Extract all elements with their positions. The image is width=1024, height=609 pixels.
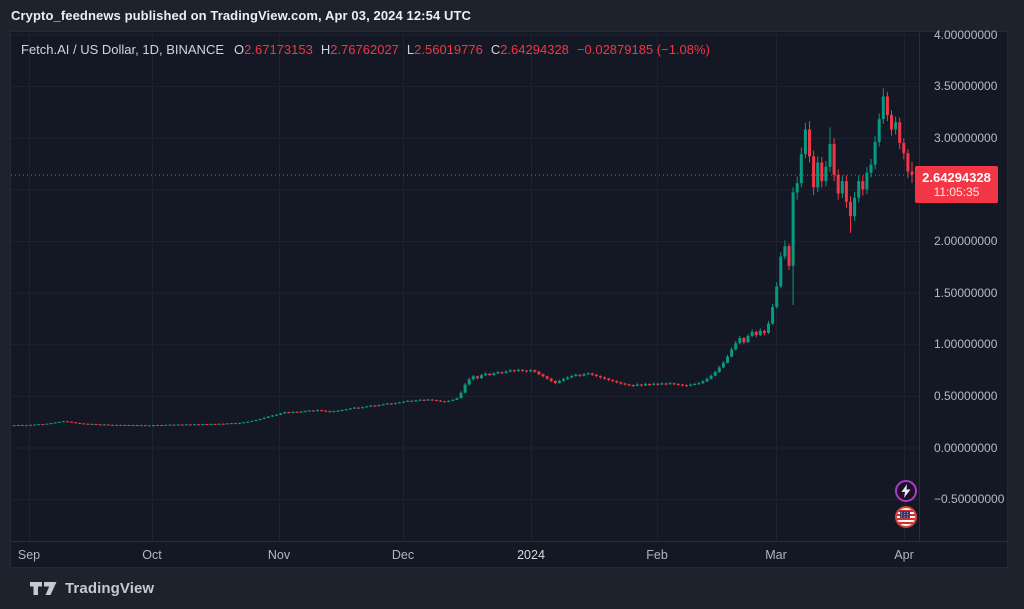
- candlestick-svg: [11, 32, 919, 541]
- bar-countdown: 11:05:35: [933, 185, 980, 199]
- tradingview-logo-icon: [30, 581, 57, 595]
- time-scale-month-label: Feb: [646, 548, 668, 562]
- chart-panel: Fetch.AI / US Dollar, 1D, BINANCE O2.6717…: [10, 28, 1008, 569]
- last-price-badge: 2.64294328 11:05:35: [915, 166, 998, 203]
- symbol-title[interactable]: Fetch.AI / US Dollar, 1D, BINANCE: [21, 42, 225, 57]
- grid-lines: [11, 32, 919, 541]
- footer-bar: TradingView: [0, 568, 1024, 609]
- price-scale-label: 2.00000000: [934, 234, 998, 248]
- ohlc-open: O2.67173153: [234, 42, 313, 57]
- time-scale-month-label: Sep: [17, 548, 41, 562]
- us-flag-icon: [895, 506, 917, 528]
- price-scale-label: 0.50000000: [934, 388, 998, 403]
- last-price-value: 2.64294328: [922, 170, 991, 185]
- price-scale-label: 3.00000000: [934, 130, 998, 145]
- time-scale-month-label: Mar: [765, 548, 787, 562]
- ohlc-close: C2.64294328: [490, 42, 569, 57]
- time-scale[interactable]: Sep Oct Nov Dec 2024 Feb Mar Apr: [11, 541, 1007, 569]
- attribution-bar: Crypto_feednews published on TradingView…: [0, 0, 1024, 31]
- time-scale-month-label: Nov: [267, 548, 291, 562]
- price-scale-label: 0.00000000: [934, 440, 998, 455]
- price-scale-label: 3.50000000: [934, 79, 998, 94]
- us-flag-canton: [900, 511, 910, 518]
- ohlc-low: L2.56019776: [406, 42, 483, 57]
- time-scale-month-label: Apr: [894, 548, 914, 562]
- change-value: −0.02879185 (−1.08%): [576, 42, 710, 57]
- time-scale-month-label: Dec: [391, 548, 415, 562]
- price-scale[interactable]: 4.00000000 3.50000000 3.00000000 2.00000000…: [919, 28, 1008, 541]
- price-scale-label: −0.50000000: [934, 492, 1005, 507]
- price-scale-label: 4.00000000: [934, 27, 998, 42]
- tradingview-logo-link[interactable]: TradingView: [30, 580, 154, 597]
- chart-plot-area[interactable]: [11, 32, 919, 541]
- price-scale-label: 1.00000000: [934, 337, 998, 352]
- tradingview-brand-text: TradingView: [65, 580, 155, 597]
- ohlc-high: H2.76762027: [320, 42, 399, 57]
- price-scale-label: 1.50000000: [934, 285, 998, 300]
- pair-logos: [895, 480, 921, 528]
- time-scale-month-label: Oct: [142, 548, 162, 562]
- chart-legend: Fetch.AI / US Dollar, 1D, BINANCE O2.6717…: [21, 42, 710, 57]
- time-scale-year-label: 2024: [517, 548, 545, 562]
- candles: [12, 88, 914, 427]
- fetch-ai-lightning-icon: [895, 480, 917, 502]
- attribution-text: Crypto_feednews published on TradingView…: [11, 8, 471, 23]
